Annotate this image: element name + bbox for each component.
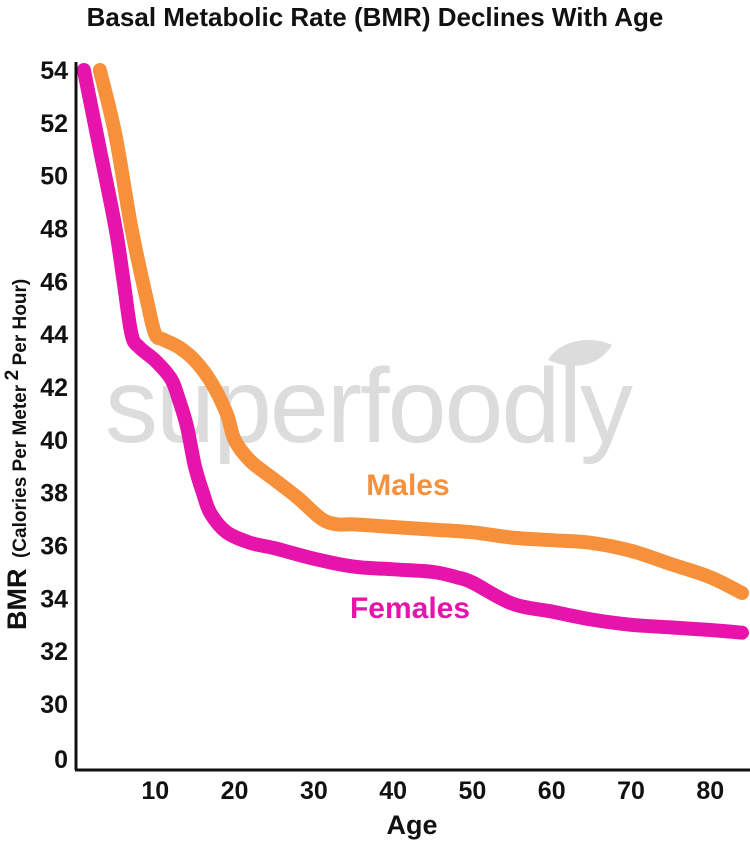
series-label-males: Males <box>366 469 449 502</box>
y-tick-label-38: 38 <box>40 480 68 508</box>
x-tick-label-80: 80 <box>696 777 724 805</box>
y-tick-labels: 0 30 32 34 36 38 40 42 44 46 48 50 52 54 <box>40 57 68 774</box>
y-tick-label-30: 30 <box>40 691 68 719</box>
y-tick-label-42: 42 <box>40 374 68 402</box>
series-label-females: Females <box>350 592 470 625</box>
y-tick-label-40: 40 <box>40 427 68 455</box>
y-tick-label-44: 44 <box>40 321 68 349</box>
x-tick-label-60: 60 <box>538 777 566 805</box>
y-axis-title: BMR (Calories Per Meter 2 Per Hour) <box>2 279 32 630</box>
y-tick-label-50: 50 <box>40 163 68 191</box>
x-tick-label-40: 40 <box>379 777 407 805</box>
series-layer <box>77 63 749 640</box>
y-tick-label-48: 48 <box>40 216 68 244</box>
x-tick-label-30: 30 <box>300 777 328 805</box>
series-line-females <box>77 63 749 640</box>
y-tick-label-46: 46 <box>40 268 68 296</box>
series-line-males <box>92 63 749 600</box>
y-axis-title-unit-suffix: Per Hour) <box>10 279 31 366</box>
y-tick-label-32: 32 <box>40 638 68 666</box>
x-axis-title: Age <box>386 810 437 840</box>
y-axis-title-unit-superscript: 2 <box>2 370 23 381</box>
y-axis-title-unit: (Calories Per Meter <box>10 384 31 558</box>
y-tick-label-36: 36 <box>40 533 68 561</box>
y-axis-title-main: BMR <box>2 569 32 631</box>
x-tick-label-70: 70 <box>617 777 645 805</box>
y-tick-label-54: 54 <box>40 57 68 85</box>
y-tick-label-0: 0 <box>54 746 68 774</box>
watermark-leaf-icon <box>548 340 612 366</box>
x-tick-label-20: 20 <box>221 777 249 805</box>
x-tick-label-50: 50 <box>459 777 487 805</box>
y-tick-label-52: 52 <box>40 110 68 138</box>
y-tick-label-34: 34 <box>40 585 68 613</box>
x-tick-labels: 10 20 30 40 50 60 70 80 <box>141 777 724 805</box>
x-tick-label-10: 10 <box>141 777 169 805</box>
chart-title: Basal Metabolic Rate (BMR) Declines With… <box>87 2 664 32</box>
